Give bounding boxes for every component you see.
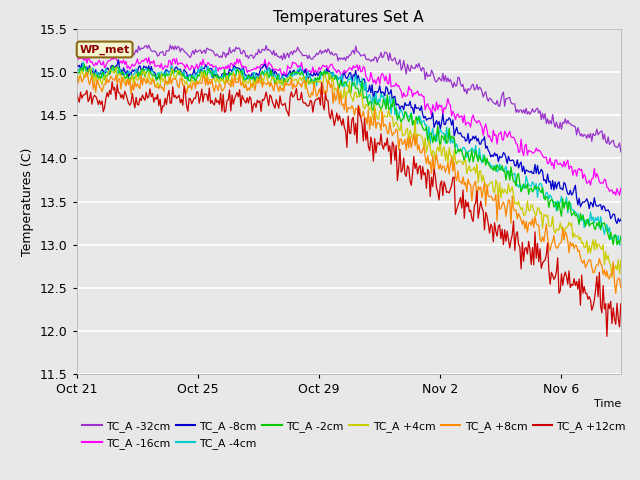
Text: WP_met: WP_met — [79, 44, 130, 55]
Legend: TC_A -32cm, TC_A -16cm, TC_A -8cm, TC_A -4cm, TC_A -2cm, TC_A +4cm, TC_A +8cm, T: TC_A -32cm, TC_A -16cm, TC_A -8cm, TC_A … — [82, 421, 626, 448]
Y-axis label: Temperatures (C): Temperatures (C) — [21, 147, 35, 256]
Text: Time: Time — [593, 398, 621, 408]
Title: Temperatures Set A: Temperatures Set A — [273, 10, 424, 25]
